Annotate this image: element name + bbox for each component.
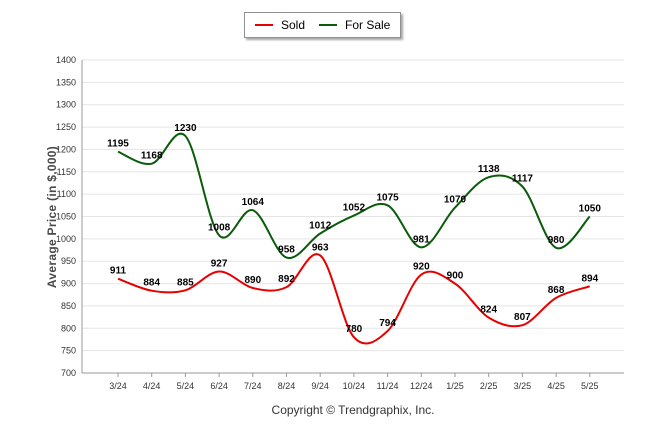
x-tick-label: 10/24 (343, 381, 366, 391)
x-tick-label: 4/25 (547, 381, 565, 391)
data-label-for-sale: 1075 (376, 192, 399, 203)
series-line-for-sale (117, 132, 591, 259)
y-tick-label: 1300 (56, 100, 76, 110)
data-label-sold: 824 (480, 305, 497, 316)
data-label-sold: 963 (312, 242, 329, 253)
copyright-text: Copyright © Trendgraphix, Inc. (271, 403, 435, 417)
data-label-for-sale: 1168 (141, 151, 163, 162)
x-tick-label: 4/24 (143, 381, 161, 391)
x-tick-label: 6/24 (210, 381, 228, 391)
data-label-for-sale: 1052 (343, 203, 366, 214)
data-label-for-sale: 980 (548, 235, 565, 246)
y-tick-label: 1400 (56, 55, 76, 65)
legend-swatch-sold (255, 24, 273, 26)
data-label-sold: 927 (211, 258, 228, 269)
data-label-sold: 794 (379, 318, 396, 329)
y-tick-label: 800 (61, 323, 76, 333)
data-label-for-sale: 1064 (242, 197, 265, 208)
legend-item-for-sale: For Sale (319, 18, 390, 32)
data-label-sold: 885 (177, 277, 194, 288)
y-tick-label: 900 (61, 279, 76, 289)
x-tick-label: 2/25 (480, 381, 498, 391)
data-label-for-sale: 1138 (478, 164, 500, 175)
data-label-sold: 807 (514, 312, 531, 323)
data-label-for-sale: 1012 (309, 220, 332, 231)
data-label-for-sale: 1195 (107, 139, 129, 150)
data-label-sold: 911 (110, 266, 127, 277)
data-label-for-sale: 1117 (512, 174, 534, 185)
x-tick-label: 1/25 (446, 381, 464, 391)
y-tick-label: 1350 (56, 77, 76, 87)
legend-label-sold: Sold (281, 18, 306, 32)
y-tick-label: 850 (61, 301, 76, 311)
x-tick-label: 5/25 (581, 381, 599, 391)
x-tick-label: 3/24 (109, 381, 127, 391)
y-tick-label: 1250 (56, 122, 76, 132)
data-label-sold: 894 (581, 273, 598, 284)
y-tick-label: 700 (61, 368, 76, 378)
x-tick-label: 5/24 (177, 381, 195, 391)
data-label-for-sale: 1050 (579, 204, 602, 215)
data-label-for-sale: 1230 (174, 123, 197, 134)
y-tick-label: 950 (61, 256, 76, 266)
y-tick-label: 1000 (56, 234, 76, 244)
y-tick-label: 750 (61, 346, 76, 356)
data-label-for-sale: 981 (413, 234, 430, 245)
y-tick-label: 1150 (57, 167, 76, 177)
data-label-sold: 884 (143, 278, 160, 289)
series-line-sold (117, 253, 591, 345)
y-tick-label: 1100 (57, 189, 76, 199)
data-label-for-sale: 1008 (208, 222, 231, 233)
x-tick-label: 9/24 (311, 381, 329, 391)
data-label-sold: 868 (548, 285, 565, 296)
x-tick-label: 11/24 (377, 381, 399, 391)
legend-label-for-sale: For Sale (345, 18, 391, 32)
x-tick-label: 7/24 (244, 381, 262, 391)
x-tick-label: 12/24 (410, 381, 433, 391)
data-label-sold: 890 (244, 275, 261, 286)
data-label-sold: 892 (278, 274, 295, 285)
legend-item-sold: Sold (255, 18, 305, 32)
x-tick-label: 3/25 (514, 381, 532, 391)
data-label-for-sale: 1070 (444, 195, 467, 206)
x-tick-label: 8/24 (278, 381, 296, 391)
legend: Sold For Sale (244, 12, 401, 38)
data-label-sold: 780 (346, 324, 363, 335)
y-tick-label: 1200 (56, 144, 76, 154)
data-label-for-sale: 958 (278, 245, 295, 256)
data-label-sold: 920 (413, 262, 430, 273)
data-label-sold: 900 (447, 271, 464, 282)
y-tick-label: 1050 (56, 212, 76, 222)
legend-swatch-for-sale (319, 24, 337, 26)
